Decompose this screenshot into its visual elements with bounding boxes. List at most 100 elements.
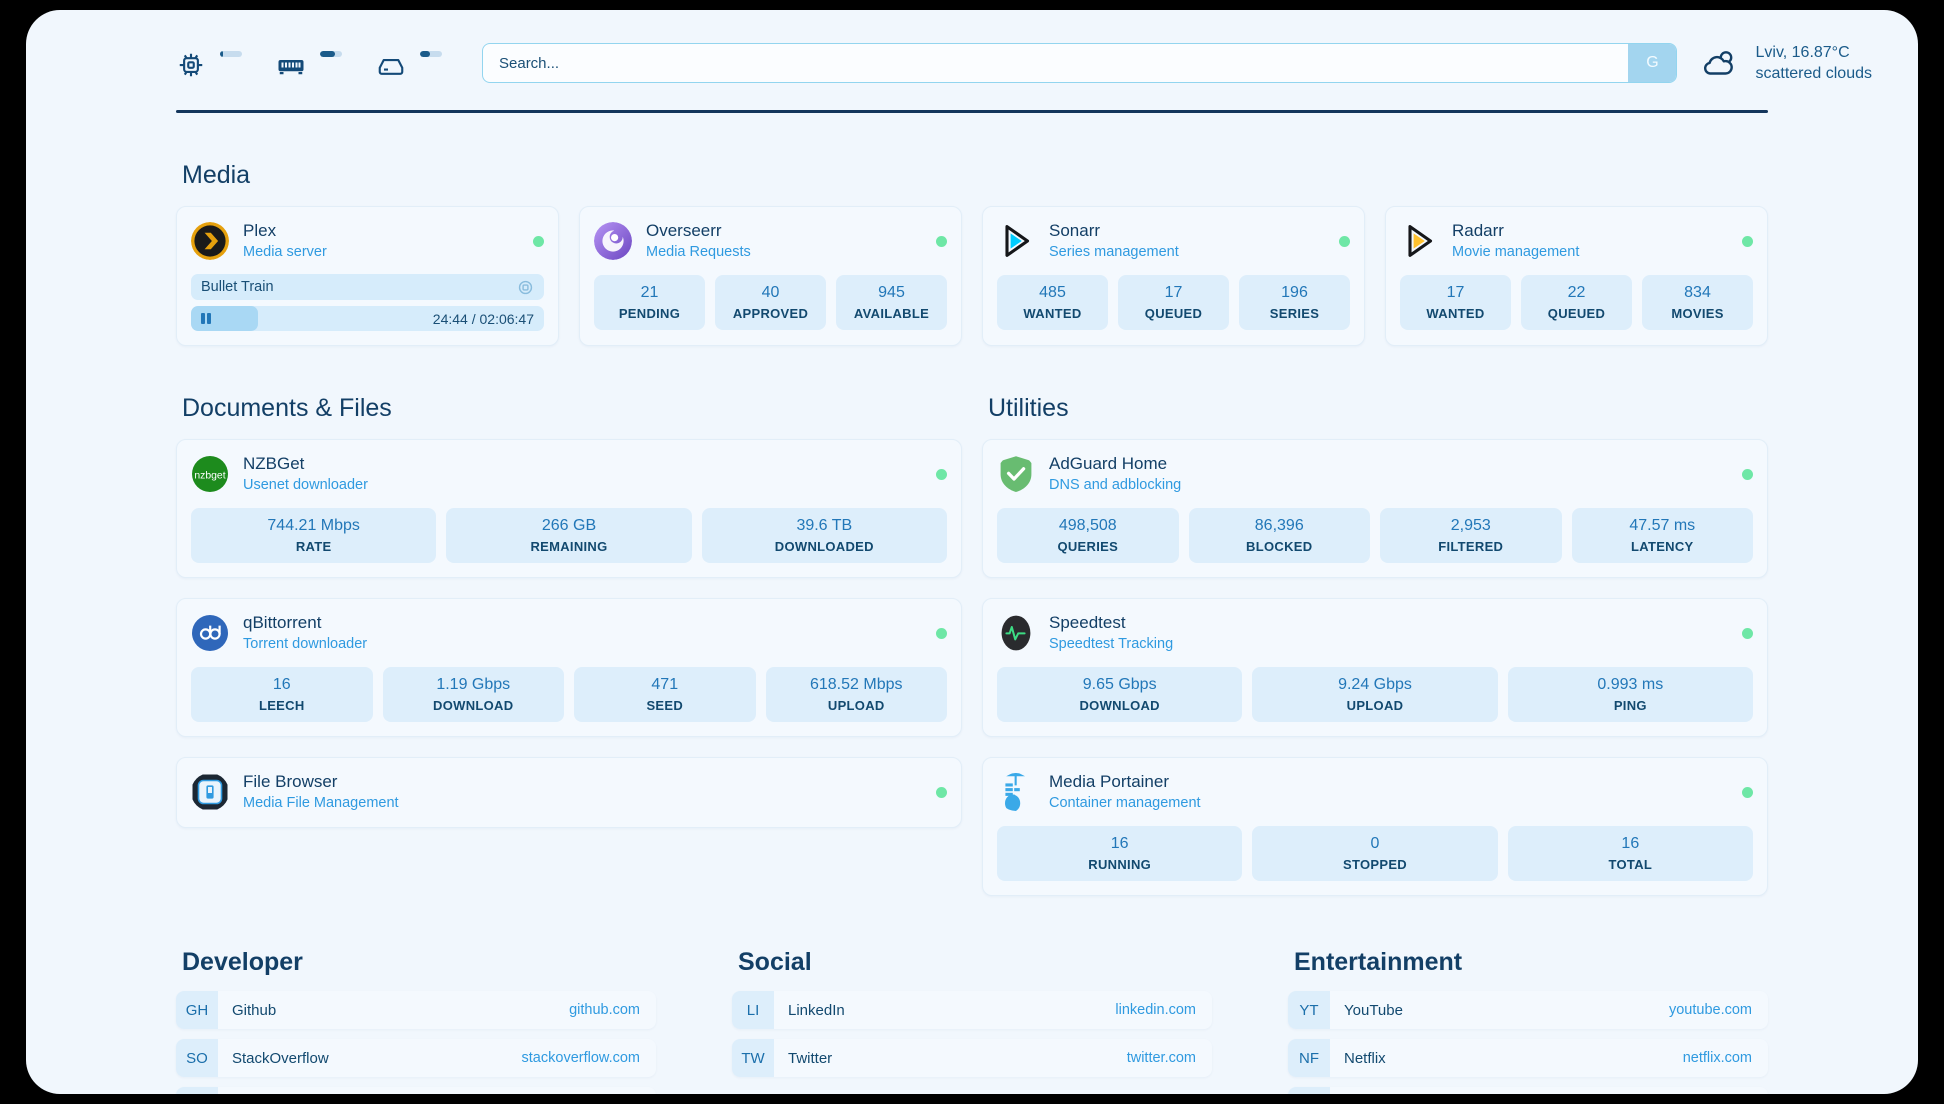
stat-tile[interactable]: 266 GB REMAINING xyxy=(446,508,692,564)
bookmark-item[interactable]: TW Twitter twitter.com xyxy=(732,1039,1212,1078)
stat-tile[interactable]: 945 AVAILABLE xyxy=(836,275,947,330)
stat-tile[interactable]: 834 MOVIES xyxy=(1642,275,1753,330)
service-card-adguard-home[interactable]: AdGuard Home DNS and adblocking 498,508 … xyxy=(982,439,1768,579)
tile-value: 39.6 TB xyxy=(796,517,853,535)
stat-tile[interactable]: 196 SERIES xyxy=(1239,275,1350,330)
service-name: Overseerr xyxy=(646,221,722,240)
stat-tile[interactable]: 9.24 Gbps UPLOAD xyxy=(1252,667,1498,723)
stat-tile[interactable]: 47.57 ms LATENCY xyxy=(1571,508,1753,564)
status-indicator-online xyxy=(936,627,947,639)
stat-cpu-chip xyxy=(176,44,242,82)
service-name: Radarr xyxy=(1452,221,1504,240)
bookmark-item[interactable]: SO StackOverflow stackoverflow.com xyxy=(176,1039,656,1078)
stat-tile[interactable]: 744.21 Mbps RATE xyxy=(191,508,437,564)
weather-condition: scattered clouds xyxy=(1755,65,1872,82)
stat-tile[interactable]: 16 TOTAL xyxy=(1507,826,1753,882)
bookmark-abbr: DT xyxy=(176,1087,218,1094)
stat-hard-drive xyxy=(376,44,442,82)
stat-tile[interactable]: 618.52 Mbps UPLOAD xyxy=(765,667,947,723)
stat-tiles: 16 RUNNING 0 STOPPED 16 TOTAL xyxy=(997,826,1753,882)
tile-label: SEED xyxy=(646,698,684,714)
tile-value: 498,508 xyxy=(1058,517,1117,535)
tile-label: QUERIES xyxy=(1057,539,1119,555)
stat-tile[interactable]: 2,953 FILTERED xyxy=(1380,508,1562,564)
tile-value: 834 xyxy=(1684,284,1711,302)
cast-circle-icon[interactable] xyxy=(517,279,534,296)
service-card-file-browser[interactable]: File Browser Media File Management xyxy=(176,757,962,829)
stat-tile[interactable]: 9.65 Gbps DOWNLOAD xyxy=(997,667,1243,723)
bookmark-abbr: YT xyxy=(1288,991,1330,1030)
service-card-plex[interactable]: Plex Media server Bullet Train 24:44 / 0… xyxy=(176,206,559,347)
tile-label: QUEUED xyxy=(1547,305,1606,321)
stat-tile[interactable]: 21 PENDING xyxy=(594,275,705,330)
stat-tile[interactable]: 471 SEED xyxy=(574,667,756,723)
stat-tile[interactable]: 0.993 ms PING xyxy=(1507,667,1753,723)
status-indicator-online xyxy=(936,235,947,247)
stat-tile[interactable]: 17 QUEUED xyxy=(1118,275,1229,330)
tile-value: 266 GB xyxy=(541,517,597,535)
search-submit-button[interactable]: G xyxy=(1628,44,1677,82)
bookmark-item[interactable]: GH Github github.com xyxy=(176,991,656,1030)
tile-label: WANTED xyxy=(1023,305,1082,321)
service-card-radarr[interactable]: Radarr Movie management 17 WANTED 22 QUE… xyxy=(1385,206,1768,347)
service-card-sonarr[interactable]: Sonarr Series management 485 WANTED 17 Q… xyxy=(982,206,1365,347)
stat-tile[interactable]: 0 STOPPED xyxy=(1252,826,1498,882)
bookmark-abbr: SO xyxy=(176,1039,218,1078)
tile-value: 1.19 Gbps xyxy=(436,676,511,694)
portainer-icon xyxy=(997,773,1035,812)
status-indicator-online xyxy=(1742,235,1753,247)
plex-icon xyxy=(191,222,229,261)
stat-tile[interactable]: 17 WANTED xyxy=(1400,275,1511,330)
dashboard-page: G Lviv, 16.87°C scattered clouds Media P… xyxy=(26,10,1918,1094)
bookmark-url: youtube.com xyxy=(1668,1002,1752,1019)
tile-label: RATE xyxy=(295,539,332,555)
search-box[interactable]: G xyxy=(482,43,1678,83)
service-description: Usenet downloader xyxy=(243,476,368,493)
stat-tile[interactable]: 22 QUEUED xyxy=(1521,275,1632,330)
tile-label: REMAINING xyxy=(530,539,608,555)
bookmark-item[interactable]: DT DEV dev.to xyxy=(176,1087,656,1094)
stat-tile[interactable]: 1.19 Gbps DOWNLOAD xyxy=(382,667,564,723)
bookmark-name: YouTube xyxy=(1344,1001,1403,1019)
stat-tile[interactable]: 39.6 TB DOWNLOADED xyxy=(701,508,947,564)
bookmark-name: Twitter xyxy=(788,1049,833,1067)
bookmark-item[interactable]: NF Netflix netflix.com xyxy=(1288,1039,1768,1078)
bookmark-name: LinkedIn xyxy=(788,1001,845,1019)
stat-tiles: 744.21 Mbps RATE 266 GB REMAINING 39.6 T… xyxy=(191,508,947,564)
service-card-nzbget[interactable]: nzbget NZBGet Usenet downloader 744.21 M… xyxy=(176,439,962,579)
status-indicator-online xyxy=(1339,235,1350,247)
cpu-chip-icon xyxy=(176,48,206,82)
tile-label: PING xyxy=(1613,698,1647,714)
bookmark-group-title: Developer xyxy=(182,948,303,977)
search-input[interactable] xyxy=(483,54,1629,72)
playback-progress-bar[interactable]: 24:44 / 02:06:47 xyxy=(191,306,544,332)
system-stats xyxy=(176,44,442,82)
bookmark-item[interactable]: LI LinkedIn linkedin.com xyxy=(732,991,1212,1030)
bookmark-item[interactable]: YT YouTube youtube.com xyxy=(1288,991,1768,1030)
tile-value: 21 xyxy=(640,284,659,302)
pause-icon[interactable] xyxy=(201,313,211,325)
bookmark-item[interactable]: RE Reddit reddit.com xyxy=(1288,1087,1768,1094)
service-description: Torrent downloader xyxy=(243,635,368,652)
tile-label: RUNNING xyxy=(1088,857,1152,873)
top-header: G Lviv, 16.87°C scattered clouds xyxy=(26,10,1918,88)
tile-label: TOTAL xyxy=(1608,857,1653,873)
service-description: DNS and adblocking xyxy=(1049,476,1182,493)
service-card-speedtest[interactable]: Speedtest Speedtest Tracking 9.65 Gbps D… xyxy=(982,598,1768,738)
stat-tile[interactable]: 485 WANTED xyxy=(997,275,1108,330)
stat-tile[interactable]: 16 RUNNING xyxy=(997,826,1243,882)
service-card-overseerr[interactable]: Overseerr Media Requests 21 PENDING 40 A… xyxy=(579,206,962,347)
tile-label: BLOCKED xyxy=(1246,539,1313,555)
now-playing-bar[interactable]: Bullet Train xyxy=(191,274,544,301)
stat-tile[interactable]: 86,396 BLOCKED xyxy=(1188,508,1370,564)
stat-tiles: 9.65 Gbps DOWNLOAD 9.24 Gbps UPLOAD 0.99… xyxy=(997,667,1753,723)
tile-label: DOWNLOAD xyxy=(1079,698,1160,714)
file-browser-icon xyxy=(191,773,229,811)
stat-tile[interactable]: 40 APPROVED xyxy=(715,275,826,330)
service-card-qbittorrent[interactable]: qBittorrent Torrent downloader 16 LEECH … xyxy=(176,598,962,738)
service-card-media-portainer[interactable]: Media Portainer Container management 16 … xyxy=(982,757,1768,897)
stat-tile[interactable]: 498,508 QUERIES xyxy=(997,508,1179,564)
bookmark-url: twitter.com xyxy=(1126,1050,1196,1067)
bookmark-name: StackOverflow xyxy=(232,1049,329,1067)
stat-tile[interactable]: 16 LEECH xyxy=(191,667,373,723)
